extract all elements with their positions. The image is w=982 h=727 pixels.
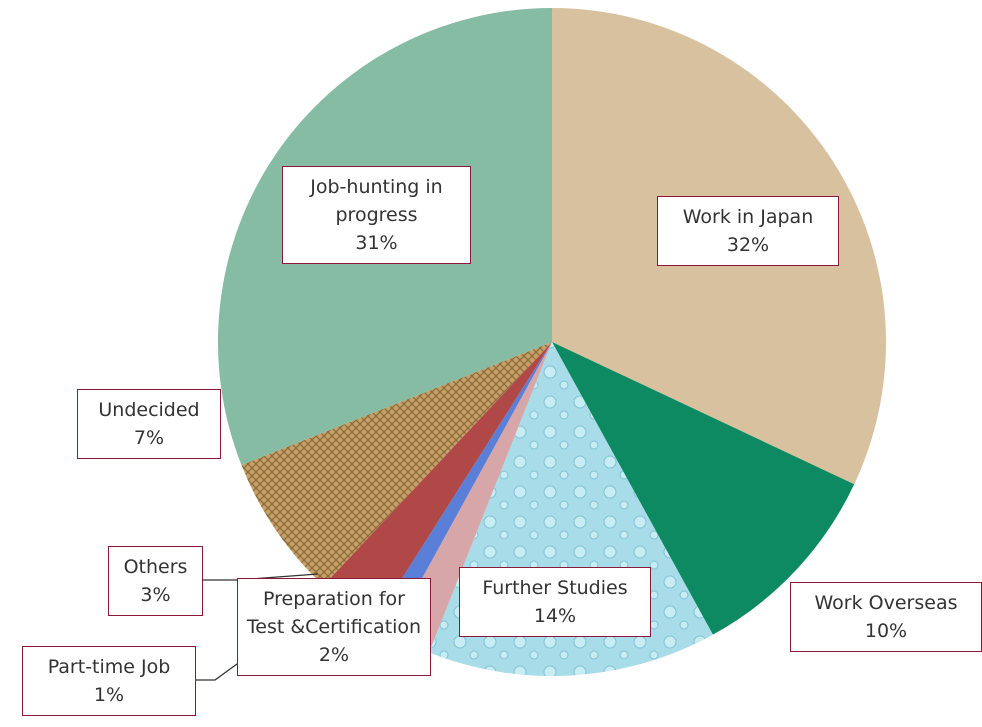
label-value: 10% [795,617,977,645]
chart: Work in Japan32% Work Overseas10% Further … [0,0,982,727]
label-name: Job-hunting in progress [287,173,466,229]
label-name: Work Overseas [795,589,977,617]
label-value: 7% [82,424,216,452]
label-name: Others [113,553,198,581]
label-name: Part-time Job [27,653,191,681]
label-value: 31% [287,229,466,257]
label-value: 32% [662,231,834,259]
label-value: 2% [242,641,426,669]
leader-line [195,664,237,680]
label-name: Work in Japan [662,203,834,231]
label-name: Further Studies [464,574,646,602]
label-value: 14% [464,602,646,630]
label-name: Preparation for Test &Certification [242,585,426,641]
label-value: 3% [113,581,198,609]
label-name: Undecided [82,396,216,424]
label-value: 1% [27,681,191,709]
